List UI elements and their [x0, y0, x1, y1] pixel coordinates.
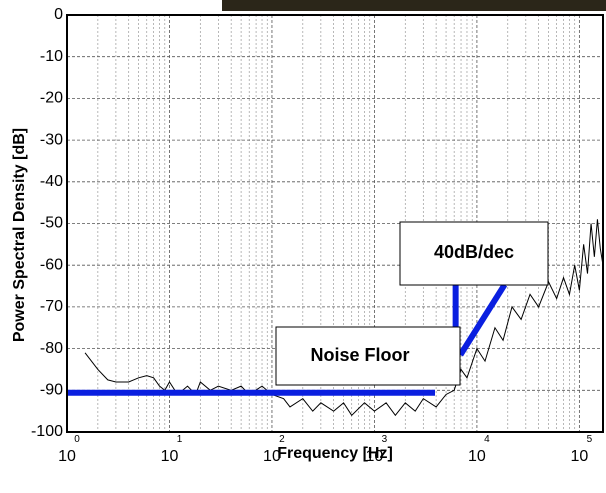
y-tick-label: -80 [40, 340, 63, 357]
x-tick-exponent: 3 [382, 434, 388, 445]
plot-frame [66, 14, 604, 433]
y-axis-label: Power Spectral Density [dB] [11, 128, 28, 342]
y-tick-label: -30 [40, 131, 63, 148]
annotation-text: 40dB/dec [434, 242, 514, 262]
x-tick-label: 10 [468, 448, 486, 465]
x-tick-label: 10 [58, 448, 76, 465]
x-tick-exponent: 1 [177, 434, 183, 445]
x-axis-label: Frequency [Hz] [277, 445, 393, 462]
x-tick-exponent: 2 [279, 434, 285, 445]
y-tick-label: -40 [40, 173, 63, 190]
y-tick-label: 0 [54, 6, 63, 23]
annotation-box [399, 221, 549, 286]
y-tick-label: -60 [40, 256, 63, 273]
data-line [84, 219, 604, 417]
plot [67, 219, 604, 417]
y-tick-label: -20 [40, 90, 63, 107]
x-tick-label: 10 [366, 448, 384, 465]
x-tick-label: 10 [570, 448, 588, 465]
x-tick-label: 10 [263, 448, 281, 465]
y-tick-label: -50 [40, 215, 63, 232]
y-tick-label: -100 [31, 423, 63, 440]
y-tick-label: -90 [40, 382, 63, 399]
y-tick-label: -10 [40, 48, 63, 65]
y-tick-label: -70 [40, 298, 63, 315]
x-tick-label: 10 [161, 448, 179, 465]
x-tick-exponent: 4 [484, 434, 490, 445]
annotation-box [275, 326, 461, 386]
annotation-text: Noise Floor [310, 345, 409, 365]
x-tick-exponent: 0 [74, 434, 80, 445]
x-tick-exponent: 5 [587, 434, 593, 445]
top-strip [222, 0, 606, 11]
guide-line [457, 283, 508, 357]
